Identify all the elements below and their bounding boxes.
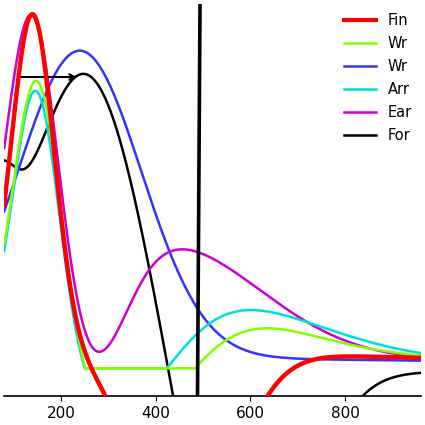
Legend: Fin, Wr, Wr, Arr, Ear, For: Fin, Wr, Wr, Arr, Ear, For — [338, 8, 418, 149]
